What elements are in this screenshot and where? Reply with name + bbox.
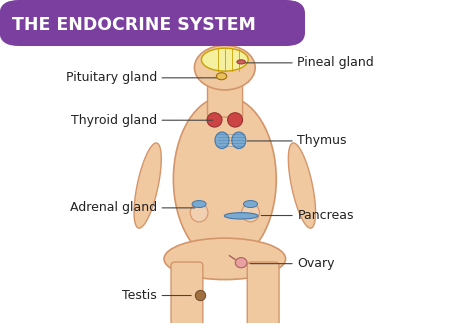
Ellipse shape [228, 113, 243, 127]
Ellipse shape [244, 201, 257, 208]
Text: Pineal gland: Pineal gland [297, 56, 374, 69]
Ellipse shape [164, 238, 286, 280]
Ellipse shape [215, 132, 229, 149]
FancyBboxPatch shape [171, 262, 203, 324]
FancyBboxPatch shape [0, 1, 304, 45]
Ellipse shape [201, 48, 248, 71]
Text: Adrenal gland: Adrenal gland [70, 202, 157, 214]
Text: Ovary: Ovary [297, 257, 335, 270]
Polygon shape [288, 143, 316, 228]
Text: Testis: Testis [122, 289, 157, 302]
Text: Pituitary gland: Pituitary gland [66, 71, 157, 84]
Ellipse shape [173, 96, 276, 262]
Ellipse shape [237, 60, 246, 64]
Text: THE ENDOCRINE SYSTEM: THE ENDOCRINE SYSTEM [12, 16, 256, 34]
Ellipse shape [195, 290, 206, 301]
Polygon shape [134, 143, 161, 228]
Ellipse shape [235, 258, 247, 268]
FancyBboxPatch shape [208, 85, 243, 117]
Text: Thyroid gland: Thyroid gland [71, 114, 157, 127]
Ellipse shape [207, 113, 222, 127]
Text: Pancreas: Pancreas [297, 209, 354, 222]
Ellipse shape [232, 132, 246, 149]
Ellipse shape [192, 201, 206, 208]
Ellipse shape [242, 203, 259, 222]
Ellipse shape [190, 203, 208, 222]
Ellipse shape [217, 73, 227, 80]
Text: Thymus: Thymus [297, 134, 347, 147]
Ellipse shape [224, 213, 258, 219]
Ellipse shape [194, 45, 255, 90]
FancyBboxPatch shape [247, 262, 279, 324]
